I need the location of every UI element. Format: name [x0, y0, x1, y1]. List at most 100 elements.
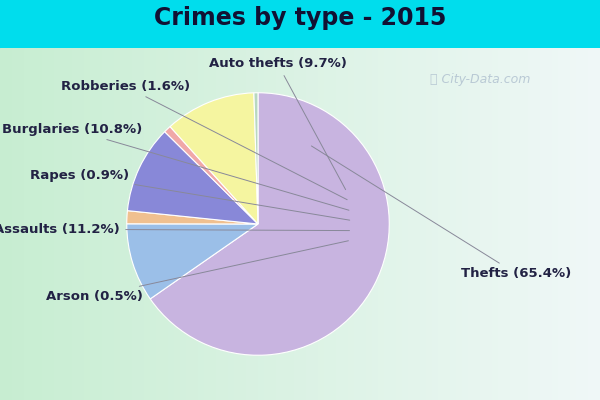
Bar [234, 48, 240, 400]
Bar [492, 48, 498, 400]
Bar [576, 48, 582, 400]
Bar [30, 48, 36, 400]
Bar [180, 48, 186, 400]
Bar [546, 48, 552, 400]
Bar [312, 48, 318, 400]
Bar [528, 48, 534, 400]
Text: Arson (0.5%): Arson (0.5%) [46, 241, 349, 303]
Bar [276, 48, 282, 400]
Bar [84, 48, 90, 400]
Text: Crimes by type - 2015: Crimes by type - 2015 [154, 6, 446, 30]
Bar [132, 48, 138, 400]
Bar [378, 48, 384, 400]
Bar [426, 48, 432, 400]
Text: Thefts (65.4%): Thefts (65.4%) [311, 146, 572, 280]
Bar [162, 48, 168, 400]
Bar [156, 48, 162, 400]
Bar [258, 48, 264, 400]
Bar [366, 48, 372, 400]
Bar [300, 48, 306, 400]
Bar [330, 48, 336, 400]
Bar [468, 48, 474, 400]
Bar [540, 48, 546, 400]
Bar [108, 48, 114, 400]
Bar [60, 48, 66, 400]
Bar [372, 48, 378, 400]
Bar [42, 48, 48, 400]
Bar [306, 48, 312, 400]
Bar [78, 48, 84, 400]
Text: Rapes (0.9%): Rapes (0.9%) [30, 169, 350, 220]
Bar [486, 48, 492, 400]
Wedge shape [127, 224, 258, 299]
Bar [96, 48, 102, 400]
Bar [192, 48, 198, 400]
Bar [6, 48, 12, 400]
Text: Auto thefts (9.7%): Auto thefts (9.7%) [209, 57, 347, 190]
Bar [522, 48, 528, 400]
Bar [456, 48, 462, 400]
Bar [558, 48, 564, 400]
Bar [390, 48, 396, 400]
Wedge shape [127, 211, 258, 224]
Bar [594, 48, 600, 400]
Bar [144, 48, 150, 400]
Bar [246, 48, 252, 400]
Bar [252, 48, 258, 400]
Bar [438, 48, 444, 400]
Bar [24, 48, 30, 400]
Bar [210, 48, 216, 400]
Bar [282, 48, 288, 400]
Bar [216, 48, 222, 400]
Bar [126, 48, 132, 400]
Bar [150, 48, 156, 400]
Bar [582, 48, 588, 400]
Bar [222, 48, 228, 400]
Bar [18, 48, 24, 400]
Bar [510, 48, 516, 400]
Wedge shape [164, 126, 258, 224]
Bar [324, 48, 330, 400]
Bar [504, 48, 510, 400]
Bar [450, 48, 456, 400]
Bar [354, 48, 360, 400]
Bar [498, 48, 504, 400]
Bar [204, 48, 210, 400]
Bar [90, 48, 96, 400]
Bar [384, 48, 390, 400]
Bar [360, 48, 366, 400]
Bar [54, 48, 60, 400]
Bar [198, 48, 204, 400]
Bar [240, 48, 246, 400]
Bar [12, 48, 18, 400]
Bar [342, 48, 348, 400]
Wedge shape [127, 132, 258, 224]
Bar [66, 48, 72, 400]
Bar [432, 48, 438, 400]
Bar [552, 48, 558, 400]
Bar [228, 48, 234, 400]
Bar [36, 48, 42, 400]
Bar [516, 48, 522, 400]
Bar [462, 48, 468, 400]
Bar [588, 48, 594, 400]
Bar [114, 48, 120, 400]
Bar [294, 48, 300, 400]
Text: ⓘ City-Data.com: ⓘ City-Data.com [430, 74, 530, 86]
Bar [48, 48, 54, 400]
Bar [186, 48, 192, 400]
Bar [474, 48, 480, 400]
Text: Assaults (11.2%): Assaults (11.2%) [0, 223, 349, 236]
Bar [174, 48, 180, 400]
Bar [138, 48, 144, 400]
Text: Robberies (1.6%): Robberies (1.6%) [61, 80, 347, 200]
Wedge shape [150, 93, 389, 355]
Bar [264, 48, 270, 400]
Bar [0, 48, 6, 400]
Bar [288, 48, 294, 400]
Bar [168, 48, 174, 400]
Bar [270, 48, 276, 400]
Wedge shape [254, 93, 258, 224]
Bar [72, 48, 78, 400]
Bar [102, 48, 108, 400]
